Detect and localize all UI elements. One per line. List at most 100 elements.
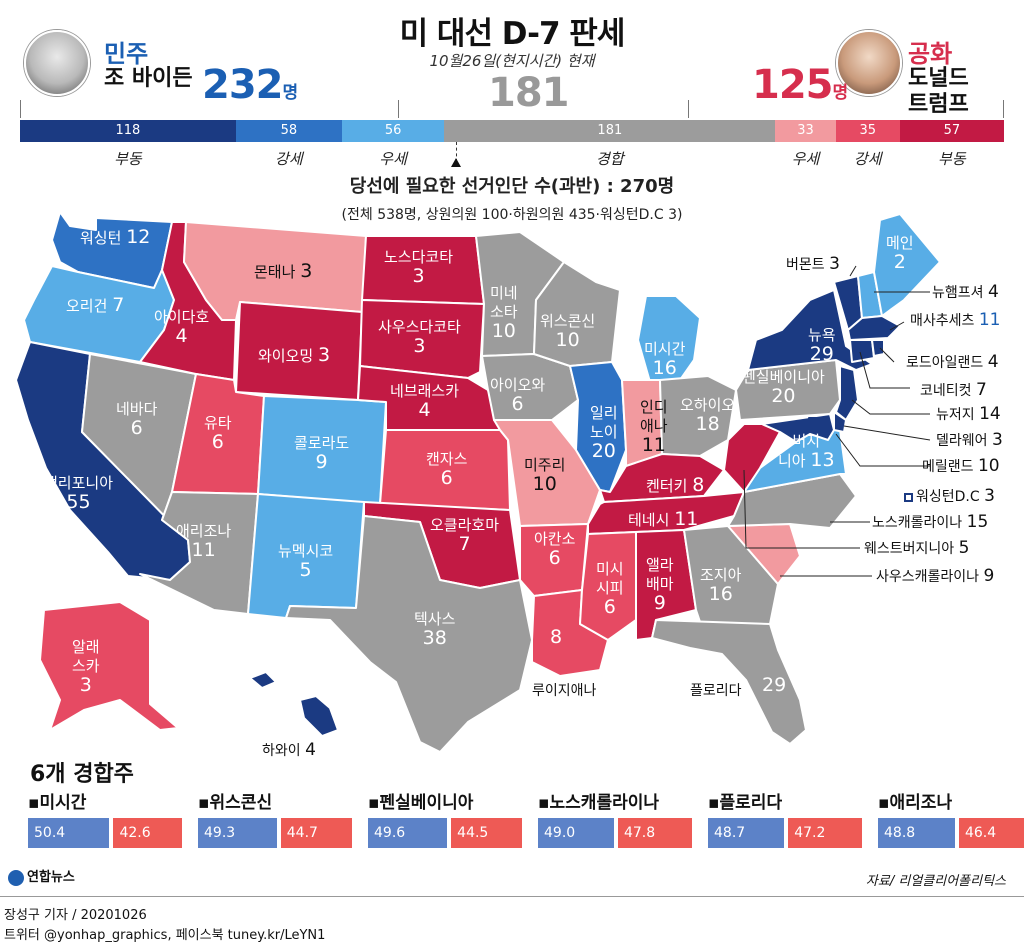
toss-bar-tick-right xyxy=(688,100,689,118)
dem-candidate-name: 조 바이든 xyxy=(104,66,193,91)
leader-wv xyxy=(743,469,860,549)
byline: 장성구 기자 / 20201026 xyxy=(4,908,147,923)
state-label-missouri: 미주리 10 xyxy=(524,456,566,495)
state-label-wyoming: 와이오밍 3 xyxy=(258,344,331,366)
state-label-alaska: 알래 스카 3 xyxy=(72,638,100,696)
dem-total-unit: 명 xyxy=(282,83,299,103)
state-label-new-york: 뉴욕 29 xyxy=(808,326,836,365)
state-shape-hawaii-islands xyxy=(249,671,277,689)
logo: 연합뉴스 xyxy=(8,866,75,886)
leader-ma xyxy=(889,321,905,331)
threshold-note: (전체 538명, 상원의원 100·하원의원 435·워싱턴D.C 3) xyxy=(341,207,683,223)
state-label-north-carolina: 노스캐롤라이나 15 xyxy=(872,512,989,532)
footer-divider xyxy=(0,896,1024,897)
state-label-ohio: 오하이오 18 xyxy=(680,396,736,435)
state-label-new-mexico: 뉴멕시코 5 xyxy=(278,542,334,581)
state-shape-rhode-island xyxy=(871,339,885,357)
ev-bar-label-toss: 경합 xyxy=(596,150,624,168)
state-label-louisiana-number: 8 xyxy=(550,626,563,648)
state-label-south-carolina: 사우스캐롤라이나 9 xyxy=(876,566,995,586)
threshold-arrow-icon xyxy=(451,158,461,167)
dem-bar-tick xyxy=(20,100,21,118)
rep-total-number: 125 xyxy=(752,62,833,108)
ev-bar-segment-r-lean: 33 xyxy=(775,120,836,142)
state-shape-new-jersey xyxy=(835,365,859,421)
state-label-oklahoma: 오클라호마 7 xyxy=(430,516,500,555)
battleground-state-label: ▪펜실베이니아 xyxy=(368,793,474,813)
state-label-massachusetts: 매사추세츠 11 xyxy=(910,310,1001,330)
rep-total-unit: 명 xyxy=(832,83,849,103)
logo-icon xyxy=(8,869,24,886)
state-shape-washington-dc xyxy=(808,417,822,431)
trump-portrait xyxy=(836,30,902,96)
state-label-mississippi: 미시 시피 6 xyxy=(596,560,624,618)
state-label-alabama: 앨라 배마 9 xyxy=(646,556,674,614)
state-label-north-dakota: 노스다코타 3 xyxy=(384,248,454,287)
state-label-delaware: 델라웨어 3 xyxy=(936,430,1003,450)
state-shape-alaska xyxy=(39,601,179,731)
leader-de xyxy=(843,425,931,441)
state-label-kentucky: 켄터키 8 xyxy=(646,474,705,496)
state-shape-hawaii xyxy=(299,695,339,737)
state-label-vermont: 버몬트 3 xyxy=(786,254,840,274)
ev-bar-label-r-lean: 우세 xyxy=(791,150,820,168)
rep-candidate-line2: 트럼프 xyxy=(908,92,969,117)
battleground-state-label: ▪노스캐롤라이나 xyxy=(538,793,660,813)
toss-bar-tick-left xyxy=(398,100,399,118)
state-label-maryland: 메릴랜드 10 xyxy=(922,456,1000,476)
state-label-hawaii: 하와이 4 xyxy=(262,740,316,760)
ev-bar-label-d-solid: 부동 xyxy=(114,150,142,168)
state-label-connecticut: 코네티컷 7 xyxy=(920,380,987,400)
state-label-virginia: 버지 니아 13 xyxy=(778,432,835,471)
state-shape-wisconsin xyxy=(533,261,621,367)
battleground-dem-bar: 48.8 xyxy=(878,818,955,848)
state-shape-colorado xyxy=(257,395,387,505)
leader-vt xyxy=(849,265,857,277)
state-label-louisiana-name: 루이지애나 xyxy=(532,683,597,699)
state-label-wisconsin: 위스콘신 10 xyxy=(540,312,596,351)
state-label-west-virginia: 웨스트버지니아 5 xyxy=(864,538,970,558)
state-label-iowa: 아이오와 6 xyxy=(490,376,546,415)
state-label-oregon: 오리건 7 xyxy=(66,294,125,316)
leader-lines xyxy=(743,265,931,577)
ev-bar-segment-d-likely: 58 xyxy=(235,120,342,142)
state-label-new-hampshire: 뉴햄프셔 4 xyxy=(932,282,999,302)
page-subtitle: 10월26일(현지시간) 현재 xyxy=(429,52,595,70)
state-label-minnesota: 미네 소타 10 xyxy=(490,284,518,342)
battleground-dem-bar: 49.6 xyxy=(368,818,448,848)
state-label-tennessee: 테네시 11 xyxy=(628,508,699,530)
state-label-michigan: 미시간 16 xyxy=(644,340,686,379)
ev-bar-label-d-likely: 강세 xyxy=(275,150,303,168)
leader-md xyxy=(835,433,930,467)
state-label-colorado: 콜로라도 9 xyxy=(294,434,350,473)
dem-total-number: 232 xyxy=(202,62,283,108)
ev-bar-segment-toss: 181 xyxy=(444,120,776,142)
leader-nj xyxy=(851,399,930,415)
state-label-florida: 플로리다 xyxy=(690,683,742,699)
state-label-new-jersey: 뉴저지 14 xyxy=(936,404,1001,424)
biden-portrait xyxy=(24,30,90,96)
page-title: 미 대선 D-7 판세 xyxy=(399,16,626,52)
state-label-nevada: 네바다 6 xyxy=(116,400,158,439)
state-shape-new-york xyxy=(747,289,873,371)
battleground-dem-bar: 49.0 xyxy=(538,818,614,848)
ev-bar-label-r-likely: 강세 xyxy=(853,150,882,168)
state-label-texas: 텍사스 38 xyxy=(414,610,456,649)
social: 트위터 @yonhap_graphics, 페이스북 tuney.kr/LeYN… xyxy=(4,928,326,943)
state-shape-kansas xyxy=(379,429,511,511)
leader-ri xyxy=(879,347,895,363)
state-label-arizona: 애리조나 11 xyxy=(176,522,232,561)
state-label-rhode-island: 로드아일랜드 4 xyxy=(906,352,999,372)
ev-bar-segment-d-solid: 118 xyxy=(20,120,236,142)
state-label-pennsylvania: 펜실베이니아 20 xyxy=(742,368,825,407)
state-label-idaho: 아이다호 4 xyxy=(154,308,210,347)
ev-bar-segment-r-solid: 57 xyxy=(899,120,1004,142)
leader-ct xyxy=(859,351,910,389)
battleground-state-label: ▪플로리다 xyxy=(708,793,783,813)
battleground-rep-bar: 44.7 xyxy=(280,818,352,848)
rep-bar-tick xyxy=(1003,100,1004,118)
state-shape-michigan xyxy=(637,295,701,383)
state-label-washington: 워싱턴 12 xyxy=(80,226,151,248)
state-label-utah: 유타 6 xyxy=(204,414,232,453)
